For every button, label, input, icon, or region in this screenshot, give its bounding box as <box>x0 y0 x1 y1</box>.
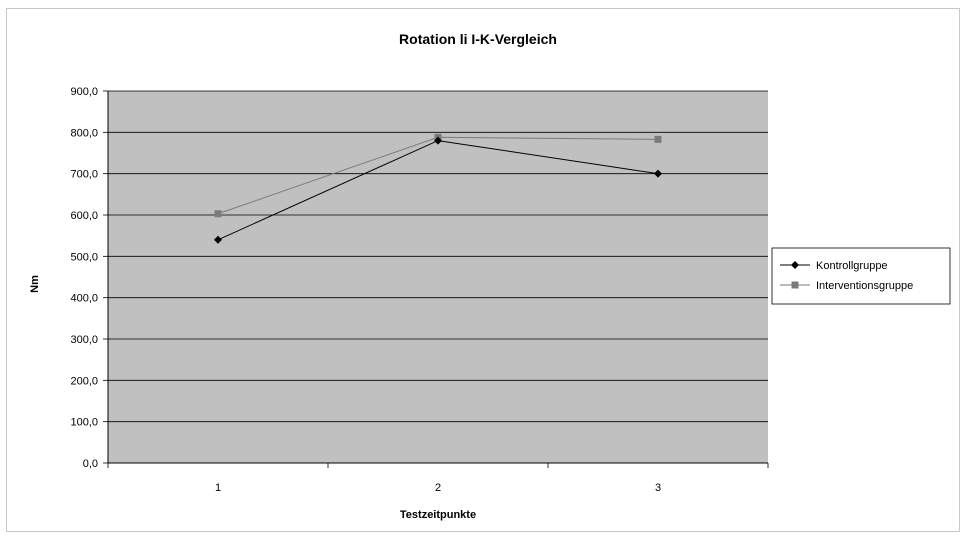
legend-marker-kontrollgruppe <box>791 261 799 269</box>
y-tick-label: 400,0 <box>70 293 98 305</box>
chart-title: Rotation li I-K-Vergleich <box>399 31 557 47</box>
x-tick-label: 1 <box>215 482 221 494</box>
data-point-interventionsgruppe <box>214 210 222 218</box>
data-point-kontrollgruppe <box>654 169 662 178</box>
legend-label-kontrollgruppe: Kontrollgruppe <box>816 260 888 272</box>
x-tick-label: 3 <box>655 482 661 494</box>
y-tick-label: 300,0 <box>70 334 98 346</box>
y-tick-label: 200,0 <box>70 375 98 387</box>
legend-box <box>771 247 951 305</box>
x-tick-label: 2 <box>435 482 441 494</box>
data-point-kontrollgruppe <box>214 235 222 244</box>
y-tick-label: 500,0 <box>70 251 98 263</box>
y-tick-label: 800,0 <box>70 127 98 139</box>
y-tick-label: 700,0 <box>70 169 98 181</box>
y-tick-label: 600,0 <box>70 210 98 222</box>
plot-area: 0,0 100,0 200,0 300,0 400,0 500,0 600,0 700,0 80… <box>70 86 769 494</box>
legend-label-interventionsgruppe: Interventionsgruppe <box>816 280 913 292</box>
data-point-interventionsgruppe <box>654 135 662 143</box>
y-tick-label: 0,0 <box>83 458 98 470</box>
legend: Kontrollgruppe Interventionsgruppe <box>771 247 951 305</box>
data-point-kontrollgruppe <box>434 136 442 145</box>
legend-marker-interventionsgruppe <box>791 281 799 289</box>
plot-background <box>108 91 768 463</box>
x-axis-label: Testzeitpunkte <box>400 509 476 521</box>
y-tick-label: 900,0 <box>70 86 98 98</box>
y-tick-label: 100,0 <box>70 417 98 429</box>
y-axis-label: Nm <box>29 275 41 293</box>
